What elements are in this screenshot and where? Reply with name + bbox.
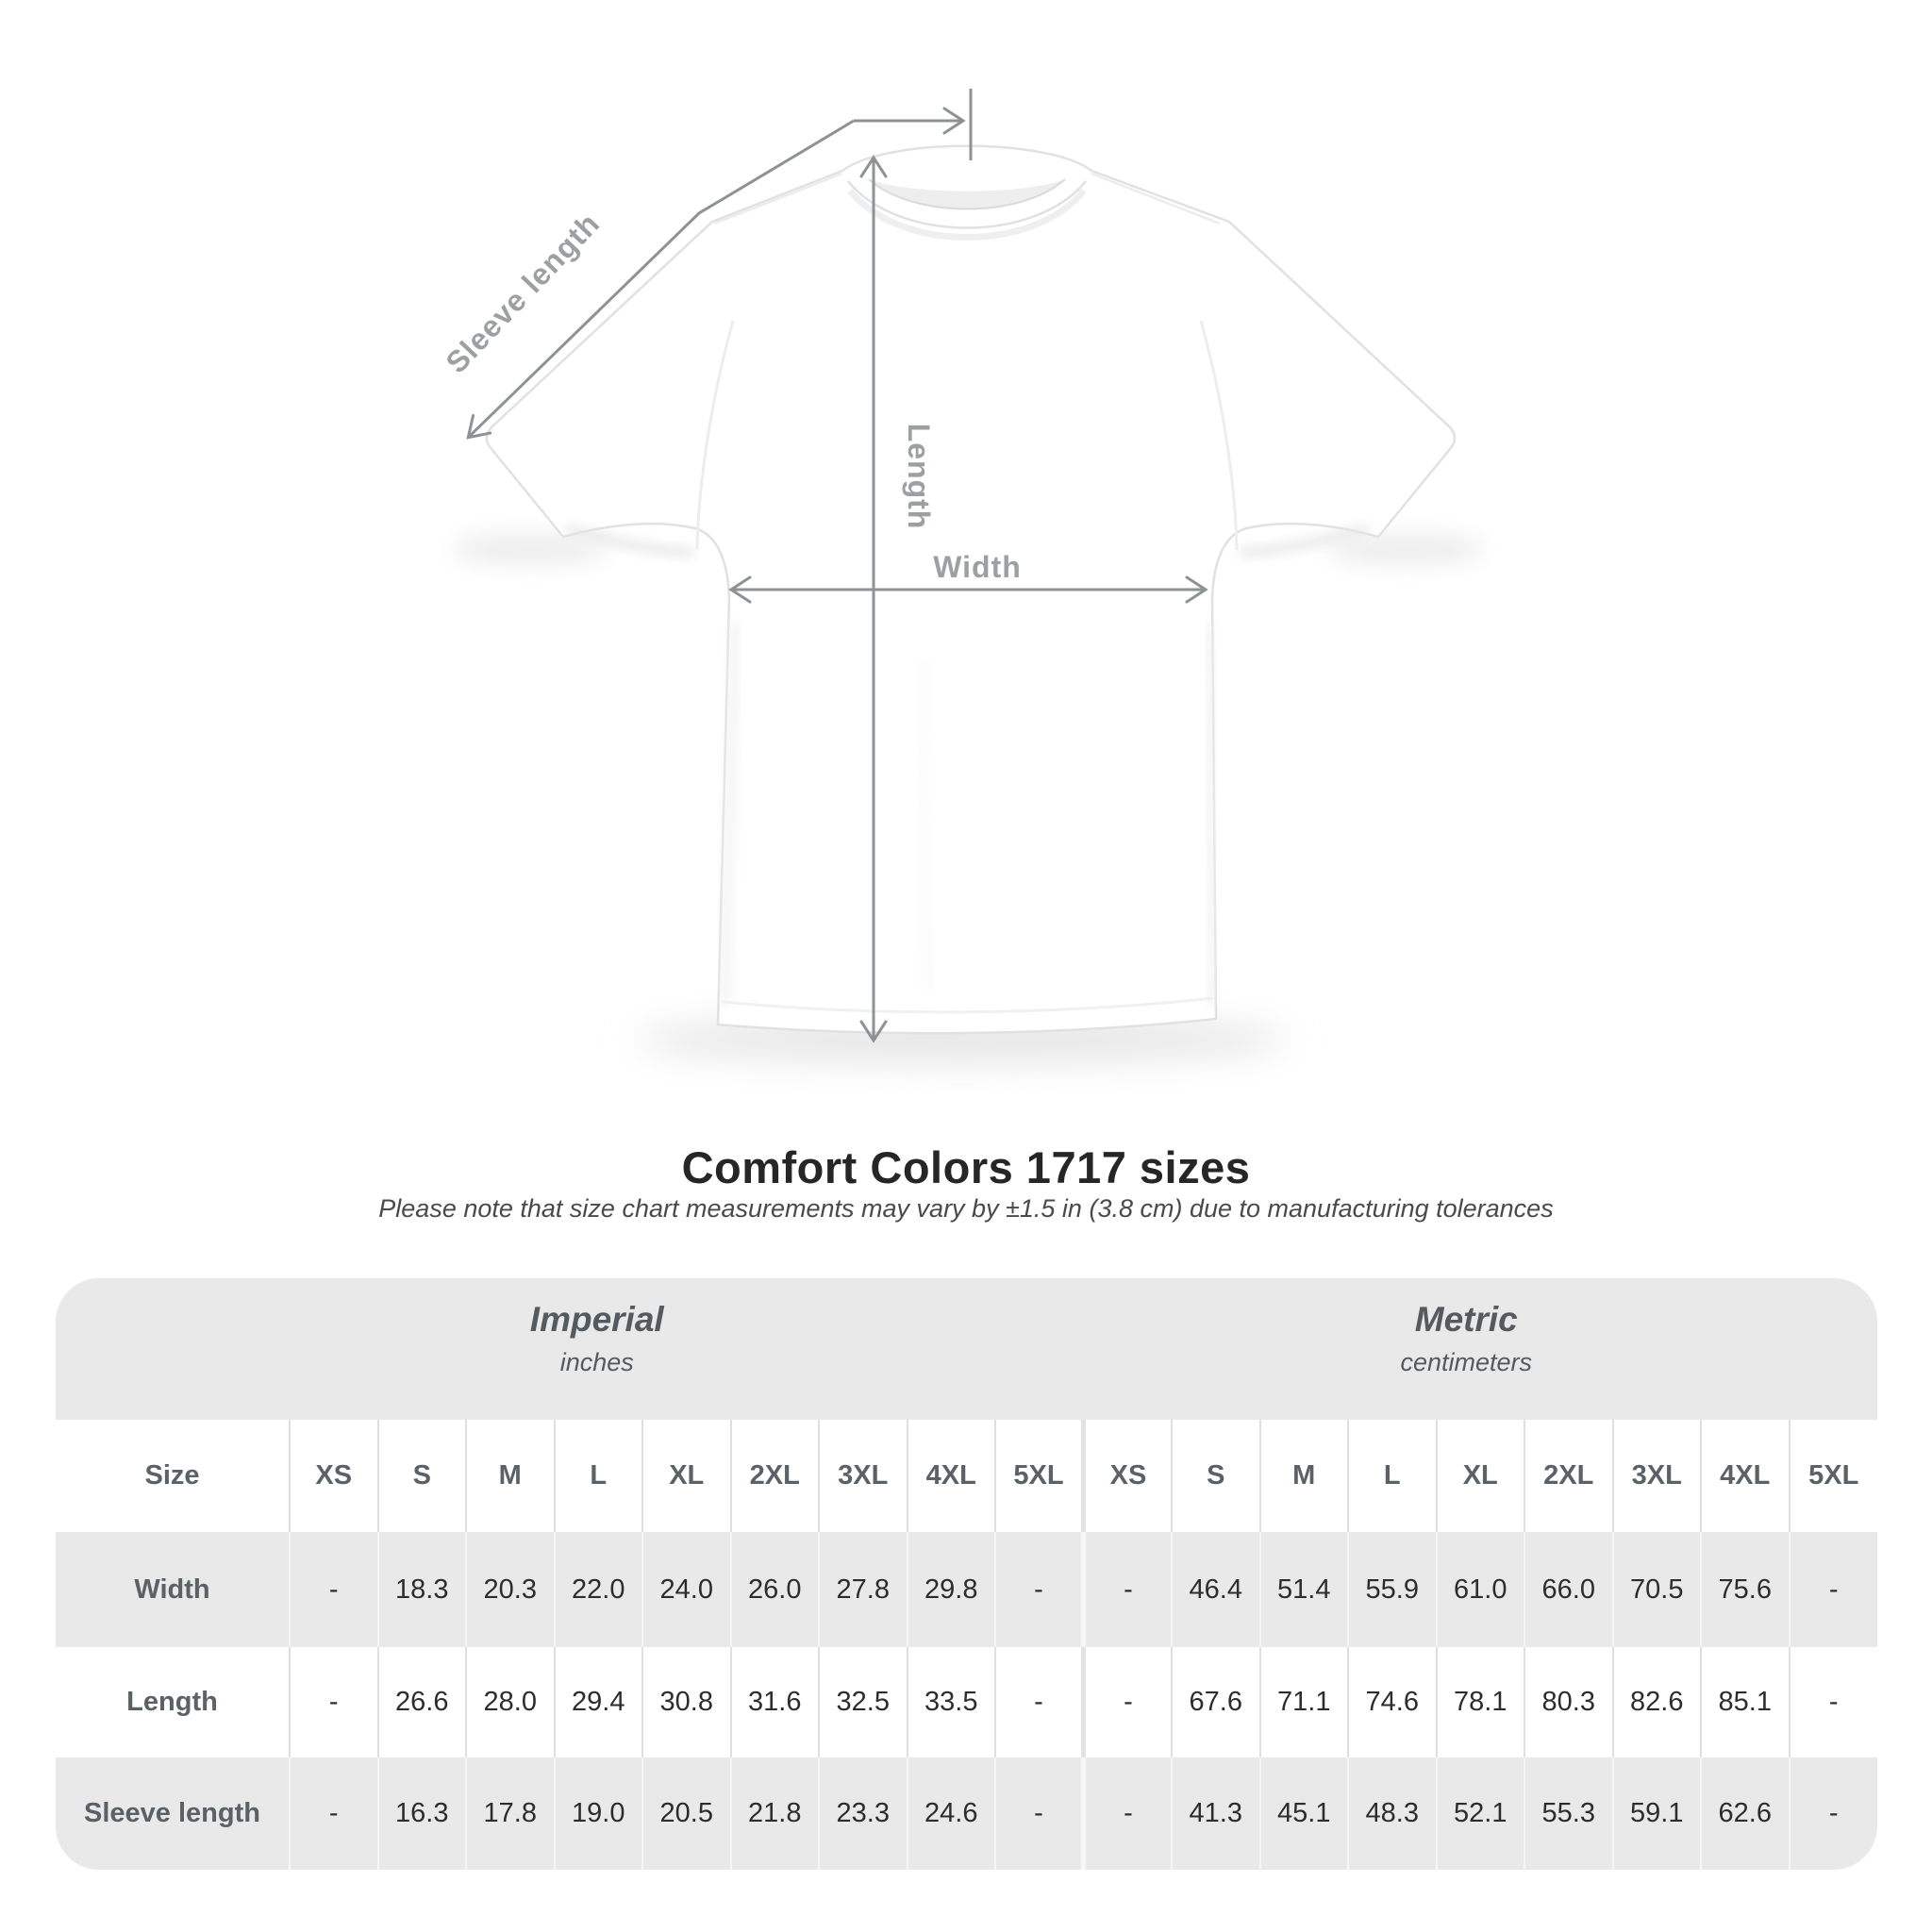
unit-group-band: Imperial inches Metric centimeters	[56, 1278, 1877, 1420]
size-header-imperial-5xl: 5XL	[994, 1420, 1084, 1532]
size-table: Imperial inches Metric centimeters Size …	[56, 1278, 1877, 1870]
imperial-group-header: Imperial inches	[56, 1278, 1084, 1420]
value-cell: 26.0	[729, 1532, 819, 1647]
value-cell: -	[1788, 1757, 1877, 1870]
value-cell: 24.0	[641, 1532, 731, 1647]
size-header-imperial-s: S	[376, 1420, 466, 1532]
page-title: Comfort Colors 1717 sizes	[681, 1142, 1251, 1192]
measurement-annotations	[466, 89, 1208, 1043]
imperial-group-title: Imperial	[529, 1300, 664, 1339]
size-header-metric-l: L	[1347, 1420, 1437, 1532]
value-cell: 29.4	[553, 1647, 642, 1757]
value-cell: 45.1	[1258, 1757, 1348, 1870]
value-cell: -	[289, 1647, 378, 1757]
value-cell: -	[994, 1757, 1084, 1870]
value-cell: 85.1	[1700, 1647, 1790, 1757]
size-header-imperial-xs: XS	[289, 1420, 378, 1532]
value-cell: 75.6	[1700, 1532, 1790, 1647]
value-cell: 51.4	[1258, 1532, 1348, 1647]
row-label-width: Width	[56, 1532, 290, 1647]
table-row-sleeve-length: Sleeve length - 16.3 17.8 19.0 20.5 21.8…	[56, 1757, 1877, 1870]
size-header-metric-4xl: 4XL	[1700, 1420, 1790, 1532]
value-cell: 59.1	[1611, 1757, 1701, 1870]
value-cell: -	[289, 1532, 378, 1647]
row-label-sleeve-length: Sleeve length	[56, 1757, 290, 1870]
metric-group-unit: centimeters	[1400, 1348, 1533, 1376]
size-header-metric-xs: XS	[1081, 1420, 1172, 1532]
value-cell: 23.3	[818, 1757, 908, 1870]
imperial-group-unit: inches	[559, 1348, 634, 1376]
value-cell: 48.3	[1347, 1757, 1437, 1870]
value-cell: 20.3	[465, 1532, 555, 1647]
value-cell: -	[1788, 1647, 1877, 1757]
value-cell: -	[994, 1647, 1084, 1757]
value-cell: 82.6	[1611, 1647, 1701, 1757]
value-cell: 80.3	[1524, 1647, 1613, 1757]
size-header-metric-2xl: 2XL	[1524, 1420, 1613, 1532]
size-header-imperial-3xl: 3XL	[818, 1420, 908, 1532]
value-cell: 67.6	[1171, 1647, 1260, 1757]
size-header-imperial-l: L	[553, 1420, 642, 1532]
size-header-row: Size XS S M L XL 2XL 3XL 4XL 5XL XS S M …	[56, 1420, 1877, 1532]
size-header-imperial-xl: XL	[641, 1420, 731, 1532]
size-header-metric-5xl: 5XL	[1788, 1420, 1877, 1532]
value-cell: 61.0	[1435, 1532, 1524, 1647]
value-cell: 31.6	[729, 1647, 819, 1757]
value-cell: 33.5	[906, 1647, 995, 1757]
value-cell: 28.0	[465, 1647, 555, 1757]
value-cell: 41.3	[1171, 1757, 1260, 1870]
value-cell: 20.5	[641, 1757, 731, 1870]
value-cell: 29.8	[906, 1532, 995, 1647]
value-cell: -	[1081, 1532, 1172, 1647]
value-cell: 46.4	[1171, 1532, 1260, 1647]
tshirt-measurement-diagram: Sleeve length Length Width	[439, 89, 1483, 1064]
sleeve-length-arrow-diagonal	[466, 119, 855, 440]
value-cell: -	[994, 1532, 1084, 1647]
size-header-imperial-4xl: 4XL	[906, 1420, 995, 1532]
size-corner-label: Size	[56, 1420, 290, 1532]
value-cell: 55.9	[1347, 1532, 1437, 1647]
value-cell: 70.5	[1611, 1532, 1701, 1647]
metric-group-header: Metric centimeters	[1083, 1278, 1877, 1420]
value-cell: 26.6	[376, 1647, 466, 1757]
metric-group-title: Metric	[1414, 1300, 1518, 1339]
row-label-length: Length	[56, 1647, 290, 1757]
value-cell: 52.1	[1435, 1757, 1524, 1870]
table-row-width: Width - 18.3 20.3 22.0 24.0 26.0 27.8 29…	[56, 1532, 1877, 1647]
value-cell: -	[1788, 1532, 1877, 1647]
value-cell: 74.6	[1347, 1647, 1437, 1757]
value-cell: 18.3	[376, 1532, 466, 1647]
value-cell: 30.8	[641, 1647, 731, 1757]
value-cell: 78.1	[1435, 1647, 1524, 1757]
value-cell: 22.0	[553, 1532, 642, 1647]
size-header-metric-xl: XL	[1435, 1420, 1524, 1532]
value-cell: 19.0	[553, 1757, 642, 1870]
table-row-length: Length - 26.6 28.0 29.4 30.8 31.6 32.5 3…	[56, 1647, 1877, 1757]
value-cell: 55.3	[1524, 1757, 1613, 1870]
page-subtitle: Please note that size chart measurements…	[378, 1194, 1554, 1223]
length-label: Length	[902, 424, 936, 530]
value-cell: -	[1081, 1757, 1172, 1870]
value-cell: 27.8	[818, 1532, 908, 1647]
value-cell: 62.6	[1700, 1757, 1790, 1870]
value-cell: 17.8	[465, 1757, 555, 1870]
value-cell: 71.1	[1258, 1647, 1348, 1757]
width-label: Width	[933, 550, 1022, 584]
value-cell: 24.6	[906, 1757, 995, 1870]
value-cell: 21.8	[729, 1757, 819, 1870]
size-header-imperial-2xl: 2XL	[729, 1420, 819, 1532]
size-header-metric-s: S	[1171, 1420, 1260, 1532]
value-cell: 66.0	[1524, 1532, 1613, 1647]
value-cell: -	[289, 1757, 378, 1870]
size-header-imperial-m: M	[465, 1420, 555, 1532]
size-header-metric-3xl: 3XL	[1611, 1420, 1701, 1532]
size-header-metric-m: M	[1258, 1420, 1348, 1532]
value-cell: 32.5	[818, 1647, 908, 1757]
value-cell: -	[1081, 1647, 1172, 1757]
value-cell: 16.3	[376, 1757, 466, 1870]
